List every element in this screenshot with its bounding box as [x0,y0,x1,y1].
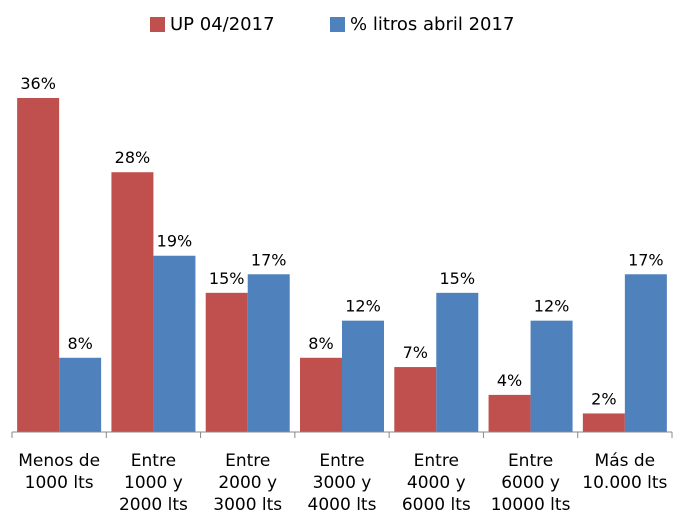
x-tick-label-line: 10000 lts [491,495,571,515]
legend-label: % litros abril 2017 [350,14,514,35]
bar [17,98,60,432]
data-label: 17% [251,250,287,269]
x-tick-label: Más de 10.000 lts [582,451,667,493]
x-tick-label-line: Entre [319,451,364,471]
x-tick-label: Entre 6000 y 10000 lts [491,451,571,515]
x-tick-label-line: 4000 lts [308,495,377,515]
data-label: 2% [591,389,616,408]
bar [205,292,248,432]
data-label: 8% [308,334,333,353]
x-tick-label-line: Menos de [18,451,100,471]
data-label: 15% [209,269,245,288]
x-tick-label: Entre 2000 y 3000 lts [213,451,282,515]
data-label: 19% [157,232,193,251]
bar [300,357,342,432]
x-tick-label: Menos de 1000 lts [18,451,100,493]
data-label: 12% [345,297,381,316]
x-tick-label-line: Más de [595,451,656,471]
bar [153,255,196,432]
bar [59,357,102,432]
x-tick-label-line: 1000 y [124,473,183,493]
x-tick-label: Entre 1000 y 2000 lts [119,451,188,515]
x-tick-label-line: 2000 lts [119,495,188,515]
x-tick-label-line: 2000 y [218,473,277,493]
legend-swatch [150,17,165,32]
x-tick-label-line: Entre [131,451,176,471]
data-label: 4% [497,371,522,390]
x-tick-label-line: 3000 y [313,473,372,493]
x-tick-label: Entre 3000 y 4000 lts [308,451,377,515]
data-label: 36% [20,74,56,93]
bar [582,413,625,432]
x-tick-label-line: 1000 lts [25,473,94,493]
x-tick-label-line: 10.000 lts [582,473,667,493]
x-tick-label-line: Entre [225,451,270,471]
bar [394,367,437,432]
legend-label: UP 04/2017 [170,14,275,35]
x-tick-label-line: 3000 lts [213,495,282,515]
bar [624,274,667,432]
bar [342,320,384,432]
x-tick-label-line: 6000 y [501,473,560,493]
data-label: 8% [67,334,92,353]
legend-swatch [330,17,345,32]
x-tick-label-line: 6000 lts [402,495,471,515]
bar [111,172,154,432]
data-label: 17% [628,250,664,269]
data-label: 15% [440,269,476,288]
bar [488,394,531,432]
x-tick-label: Entre 4000 y 6000 lts [402,451,471,515]
x-tick-label-line: 4000 y [407,473,466,493]
x-tick-label-line: Entre [414,451,459,471]
bar [530,320,573,432]
data-label: 28% [115,148,151,167]
data-label: 12% [534,297,570,316]
bar [436,292,479,432]
x-tick-label-line: Entre [508,451,553,471]
bar [247,274,290,432]
data-label: 7% [403,343,428,362]
